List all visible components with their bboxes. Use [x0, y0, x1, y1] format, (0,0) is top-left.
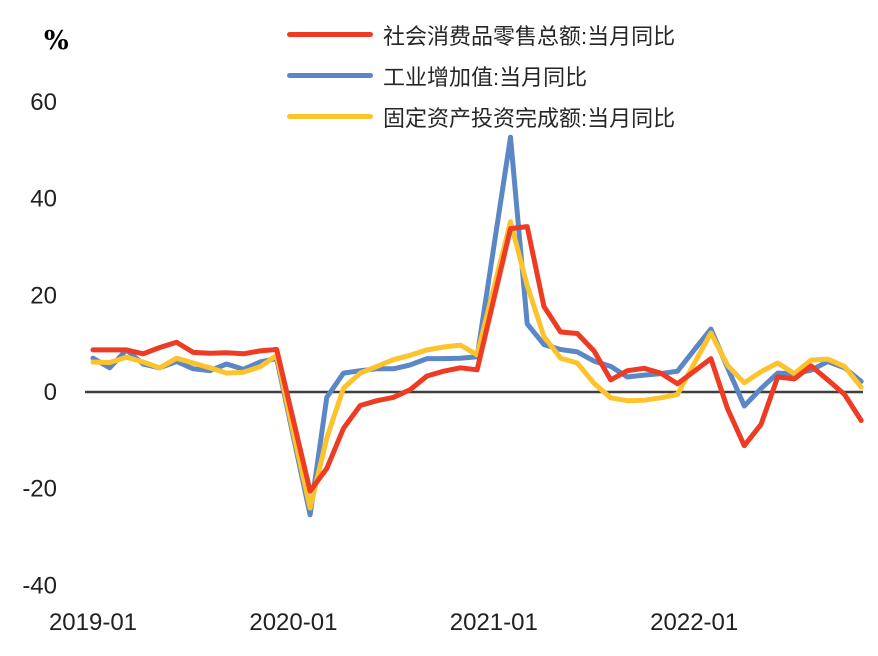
y-tick-label: -40 [22, 572, 57, 599]
y-axis-unit-label: % [44, 26, 69, 56]
x-tick-label: 2021-01 [450, 609, 538, 636]
x-tick-label: 2019-01 [49, 609, 137, 636]
y-tick-label: 0 [44, 379, 57, 406]
y-tick-label: 60 [30, 89, 57, 116]
x-tick-label: 2022-01 [650, 609, 738, 636]
legend-label: 工业增加值:当月同比 [383, 64, 588, 90]
legend-item-retail: 社会消费品零售总额:当月同比 [287, 14, 675, 55]
y-tick-label: -20 [22, 476, 57, 503]
legend-line-swatch-yellow [287, 114, 373, 119]
legend-label: 固定资产投资完成额:当月同比 [383, 105, 676, 131]
legend-label: 社会消费品零售总额:当月同比 [383, 23, 676, 49]
series-line-industrial [90, 134, 864, 518]
legend-item-industrial: 工业增加值:当月同比 [287, 55, 675, 96]
series-line-fai [90, 219, 864, 511]
series-line-retail [90, 224, 864, 494]
x-tick-label: 2020-01 [249, 609, 337, 636]
legend-line-swatch-blue [287, 73, 373, 78]
legend: 社会消费品零售总额:当月同比 工业增加值:当月同比 固定资产投资完成额:当月同比 [287, 14, 675, 137]
y-tick-label: 40 [30, 186, 57, 213]
legend-line-swatch-red [287, 32, 373, 37]
y-tick-label: 20 [30, 282, 57, 309]
legend-item-fai: 固定资产投资完成额:当月同比 [287, 96, 675, 137]
